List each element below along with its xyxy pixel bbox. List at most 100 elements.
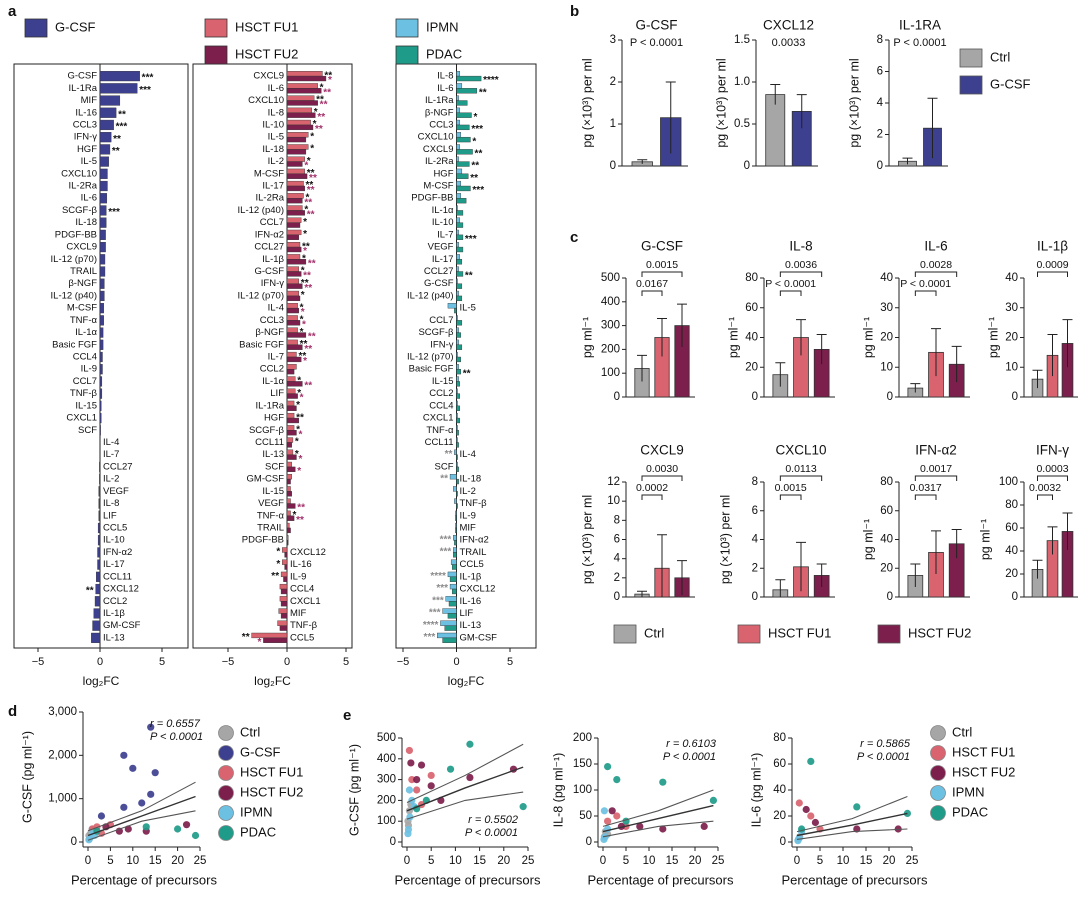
bar <box>99 217 107 228</box>
legend-label: Ctrl <box>990 49 1010 64</box>
category-label: CXCL1 <box>290 596 321 607</box>
error-bar <box>796 541 806 592</box>
y-axis-label: pg ml⁻¹ <box>978 519 992 560</box>
bar <box>456 266 459 272</box>
bar <box>286 510 291 516</box>
category-label: CXCL9 <box>253 71 284 82</box>
category-label: VEGF <box>258 498 284 509</box>
x-tick-label: 15 <box>149 855 162 867</box>
statistics-annotation: P < 0.0001 <box>465 827 518 839</box>
x-tick-label: 5 <box>623 855 629 867</box>
significance-stars: **** <box>423 620 439 631</box>
legend-label: HSCT FU2 <box>235 46 298 61</box>
bar <box>456 430 459 436</box>
bar <box>286 442 292 448</box>
point <box>97 812 106 820</box>
category-label: CCL2 <box>260 364 284 375</box>
bar <box>456 454 458 460</box>
y-tick-label: 6 <box>752 505 758 517</box>
p-value: 0.0015 <box>775 482 807 494</box>
error-bar <box>951 345 962 383</box>
bar <box>449 474 457 480</box>
bar <box>99 156 109 167</box>
significance-stars: * <box>276 559 280 570</box>
significance-stars: *** <box>429 608 441 619</box>
category-label: CCL7 <box>429 315 453 326</box>
y-tick-label: 40 <box>745 332 758 344</box>
bar <box>286 278 300 284</box>
category-label: IL-9 <box>81 364 97 375</box>
legend-marker <box>218 745 234 761</box>
bar <box>456 425 458 431</box>
y-tick-label: 200 <box>573 732 592 744</box>
bar <box>286 266 300 272</box>
category-label: IL-5 <box>268 132 284 143</box>
significance-stars: *** <box>440 534 452 545</box>
chart-title: CXCL9 <box>640 443 684 458</box>
bar <box>94 596 101 607</box>
significance-stars: * <box>314 107 318 118</box>
x-tick-label: 15 <box>666 855 679 867</box>
bar <box>286 283 303 289</box>
x-tick-label: 25 <box>522 855 535 867</box>
bar <box>456 241 459 248</box>
bar <box>455 522 457 529</box>
bar <box>455 515 457 521</box>
error-bar <box>1062 512 1073 550</box>
category-label: IL-1α <box>432 205 454 216</box>
x-tick-label: 25 <box>906 855 919 867</box>
significance-stars: * <box>306 192 310 203</box>
x-axis-label: log₂FC <box>254 674 291 688</box>
category-label: IL-4 <box>460 449 476 460</box>
x-tick-label: 5 <box>507 656 513 668</box>
legend-marker <box>218 725 234 741</box>
category-label: TNF-β <box>290 620 318 631</box>
y-tick-label: 2 <box>610 76 616 88</box>
error-bar <box>775 579 786 597</box>
category-label: IL-5 <box>460 303 476 314</box>
x-axis-label: Percentage of precursors <box>782 872 928 887</box>
bar <box>453 552 457 558</box>
bar <box>99 474 101 485</box>
bar <box>452 588 457 595</box>
bar <box>456 217 460 223</box>
error-bar <box>637 354 647 382</box>
category-label: β-NGF <box>255 327 284 338</box>
category-label: IL-1Ra <box>255 400 284 411</box>
bar <box>286 417 300 424</box>
x-tick-label: 20 <box>171 855 184 867</box>
error-bar <box>1032 559 1043 579</box>
bar <box>447 303 457 309</box>
bar <box>445 596 457 602</box>
bar <box>286 344 303 350</box>
y-tick-label: 150 <box>573 758 592 770</box>
significance-stars: ** <box>304 344 312 355</box>
p-value: P < 0.0001 <box>900 278 951 290</box>
bar <box>99 180 108 192</box>
bar <box>456 315 458 321</box>
significance-stars: * <box>310 131 314 142</box>
bar <box>286 100 318 106</box>
legend-marker <box>930 805 946 821</box>
category-label: Basic FGF <box>52 339 97 350</box>
bar <box>456 466 459 472</box>
significance-stars: ** <box>320 100 328 111</box>
bar <box>98 498 101 509</box>
confidence-band-line <box>602 789 714 827</box>
x-tick-label: 15 <box>473 855 486 867</box>
y-axis-label: G-CSF (pg ml⁻¹) <box>20 731 34 823</box>
bar <box>286 168 305 175</box>
bar <box>98 510 101 521</box>
point <box>427 782 435 790</box>
y-axis-label: G-CSF (pg ml⁻¹) <box>347 744 361 836</box>
significance-stars: * <box>473 112 477 123</box>
legend-label: G-CSF <box>55 19 96 34</box>
significance-stars: *** <box>142 73 154 84</box>
bar <box>286 75 327 82</box>
category-label: IL-12 (p40) <box>407 290 453 301</box>
significance-stars: ** <box>271 571 279 582</box>
significance-stars: * <box>295 449 299 460</box>
bar <box>456 254 460 260</box>
category-label: G-CSF <box>67 71 97 82</box>
category-label: CXCL1 <box>66 413 97 424</box>
